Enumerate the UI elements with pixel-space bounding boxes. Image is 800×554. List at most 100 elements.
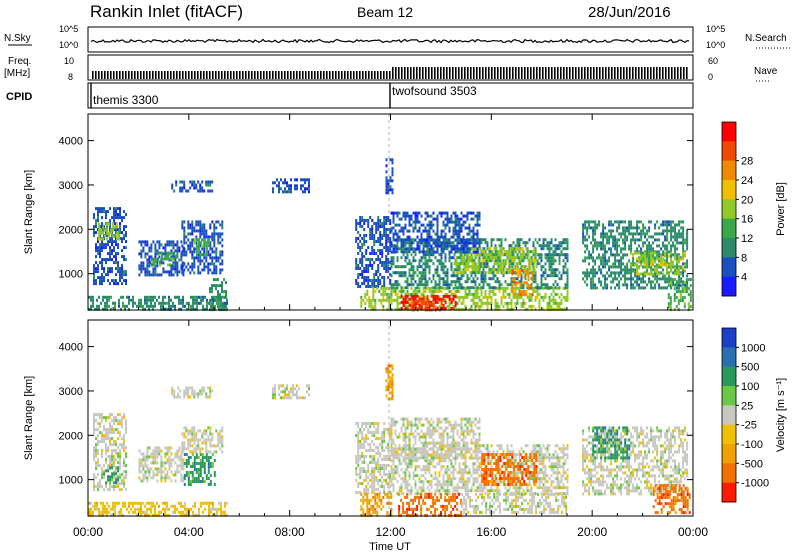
freq-bar: [653, 67, 655, 79]
freq-bar: [272, 71, 274, 79]
freq-bar: [173, 71, 175, 79]
freq-bar: [407, 67, 409, 79]
colorbar-tick-label: -25: [741, 420, 757, 432]
power-echo-region: [151, 251, 177, 267]
freq-bar: [479, 67, 481, 79]
nave-label: Nave: [754, 66, 778, 77]
colorbar-segment: [722, 366, 736, 387]
freq-bar: [122, 71, 124, 79]
freq-bar: [623, 67, 625, 79]
freq-bar: [581, 67, 583, 79]
freq-bar: [578, 67, 580, 79]
freq-bar: [158, 71, 160, 79]
freq-bar: [614, 67, 616, 79]
freq-bar: [110, 71, 112, 79]
freq-bar: [515, 67, 517, 79]
colorbar-segment: [722, 257, 736, 277]
freq-bar: [500, 67, 502, 79]
freq-bar: [227, 71, 229, 79]
velocity-echo-region: [93, 413, 127, 492]
freq-bar: [209, 71, 211, 79]
freq-bar: [380, 71, 382, 79]
freq-bar: [356, 71, 358, 79]
velocity-data: [88, 364, 691, 517]
freq-bar: [677, 67, 679, 79]
velocity-echo-region: [385, 364, 394, 401]
freq-bar: [584, 67, 586, 79]
freq-bar: [446, 67, 448, 79]
y-tick-label: 4000: [59, 136, 83, 148]
y-tick-label: 1000: [59, 475, 83, 487]
freq-bar: [383, 71, 385, 79]
freq-bar: [641, 67, 643, 79]
freq-bar: [254, 71, 256, 79]
freq-bar: [437, 67, 439, 79]
freq-bar: [284, 71, 286, 79]
freq-bar: [530, 67, 532, 79]
freq-bar: [575, 67, 577, 79]
freq-bar: [98, 71, 100, 79]
freq-bar: [452, 67, 454, 79]
freq-bar: [107, 71, 109, 79]
freq-bar: [215, 71, 217, 79]
freq-bar: [95, 71, 97, 79]
freq-bar: [560, 67, 562, 79]
cpid-panel: CPID themis 3300 twofsound 3503: [6, 82, 694, 109]
freq-bar: [152, 71, 154, 79]
velocity-echo-region: [360, 492, 393, 517]
freq-bar: [674, 67, 676, 79]
freq-bar: [278, 71, 280, 79]
freq-bar: [113, 71, 115, 79]
freq-bar: [512, 67, 514, 79]
freq-bar: [230, 71, 232, 79]
freq-bar: [248, 71, 250, 79]
colorbar-tick-label: -500: [741, 458, 763, 470]
power-ylabel: Slant Range [km]: [23, 170, 35, 254]
y-tick-label: 2000: [59, 224, 83, 236]
freq-bar: [542, 67, 544, 79]
freq-bar: [359, 71, 361, 79]
freq-bar: [536, 67, 538, 79]
freq-bar: [137, 71, 139, 79]
freq-bar: [242, 71, 244, 79]
freq-bar: [419, 67, 421, 79]
freq-panel: Freq. [MHz] 10 8 60 0 Nave: [4, 54, 778, 82]
power-echo-region: [511, 269, 534, 297]
freq-bar: [104, 71, 106, 79]
nsearch-label: N.Search: [745, 33, 787, 44]
time-tick-label: 20:00: [577, 525, 607, 539]
colorbar-segment: [722, 218, 736, 239]
power-echo-region: [193, 238, 210, 257]
freq-bar: [605, 67, 607, 79]
nsearch-tick-bottom: 10^0: [706, 40, 725, 50]
velocity-echo-region: [355, 422, 392, 494]
freq-bar: [149, 71, 151, 79]
freq-bar: [473, 67, 475, 79]
freq-bar: [662, 67, 664, 79]
velocity-echo-region: [461, 492, 568, 514]
freq-bar: [203, 71, 205, 79]
freq-bar: [554, 67, 556, 79]
freq-bar: [485, 67, 487, 79]
colorbar-segment: [722, 276, 736, 297]
colorbar-tick-label: 24: [741, 175, 753, 187]
freq-bar: [116, 71, 118, 79]
freq-bar: [455, 67, 457, 79]
freq-bar: [506, 67, 508, 79]
colorbar-tick-label: 4: [741, 272, 747, 284]
freq-bar: [281, 71, 283, 79]
freq-bar: [488, 67, 490, 79]
time-tick-label: 12:00: [375, 525, 405, 539]
velocity-echo-region: [181, 426, 224, 454]
colorbar-label: Velocity [m s⁻¹]: [775, 378, 787, 452]
power-yaxis: 1000 2000 3000 4000: [59, 136, 693, 281]
power-echo-region: [630, 251, 686, 276]
power-colorbar: 4 8 12 16 20 24 28 Power [dB]: [721, 121, 787, 297]
freq-bar: [461, 67, 463, 79]
freq-bar: [467, 67, 469, 79]
freq-bar: [179, 71, 181, 79]
y-tick-label: 3000: [59, 386, 83, 398]
colorbar-segment: [722, 199, 736, 219]
freq-bar: [401, 67, 403, 79]
